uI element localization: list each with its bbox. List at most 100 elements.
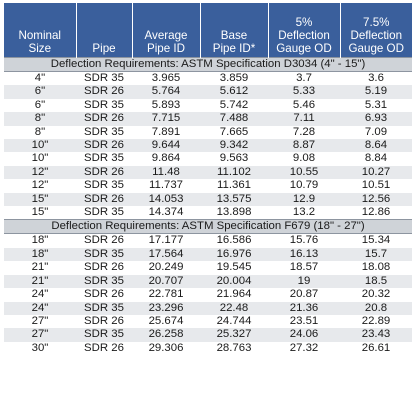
- cell-average-pipe-id: 5.893: [132, 98, 200, 113]
- cell-7-5-percent-gauge-od: 12.56: [340, 192, 412, 207]
- cell-nominal-size: 21": [4, 274, 76, 289]
- cell-5-percent-gauge-od: 23.51: [268, 314, 340, 329]
- table-row: 15" SDR 35 14.374 13.898 13.2 12.86: [4, 206, 412, 220]
- cell-nominal-size: 24": [4, 301, 76, 315]
- cell-base-pipe-id: 24.744: [200, 314, 268, 329]
- cell-7-5-percent-gauge-od: 22.89: [340, 314, 412, 329]
- cell-5-percent-gauge-od: 10.55: [268, 165, 340, 180]
- cell-pipe: SDR 35: [76, 301, 132, 315]
- table-row: 10" SDR 26 9.644 9.342 8.87 8.64: [4, 139, 412, 153]
- cell-7-5-percent-gauge-od: 18.5: [340, 274, 412, 289]
- cell-nominal-size: 15": [4, 192, 76, 207]
- cell-5-percent-gauge-od: 3.7: [268, 71, 340, 86]
- table-row: 12" SDR 26 11.48 11.102 10.55 10.27: [4, 165, 412, 180]
- cell-nominal-size: 18": [4, 233, 76, 248]
- cell-7-5-percent-gauge-od: 18.08: [340, 261, 412, 275]
- table-header: Nominal Size Pipe Average Pipe ID Base P…: [4, 3, 412, 58]
- table-row: 24" SDR 35 23.296 22.48 21.36 20.8: [4, 301, 412, 315]
- cell-nominal-size: 24": [4, 288, 76, 302]
- cell-pipe: SDR 35: [76, 206, 132, 220]
- cell-7-5-percent-gauge-od: 8.64: [340, 139, 412, 153]
- cell-base-pipe-id: 5.612: [200, 85, 268, 99]
- cell-average-pipe-id: 5.764: [132, 85, 200, 99]
- cell-5-percent-gauge-od: 18.57: [268, 261, 340, 275]
- cell-7-5-percent-gauge-od: 5.31: [340, 98, 412, 113]
- table-row: 6" SDR 26 5.764 5.612 5.33 5.19: [4, 85, 412, 99]
- cell-nominal-size: 18": [4, 247, 76, 262]
- cell-base-pipe-id: 11.102: [200, 165, 268, 180]
- table-row: 6" SDR 35 5.893 5.742 5.46 5.31: [4, 98, 412, 113]
- cell-nominal-size: 27": [4, 328, 76, 342]
- cell-average-pipe-id: 25.674: [132, 314, 200, 329]
- deflection-requirements-table: Nominal Size Pipe Average Pipe ID Base P…: [4, 3, 412, 356]
- cell-average-pipe-id: 14.053: [132, 192, 200, 207]
- table-row: 18" SDR 26 17.177 16.586 15.76 15.34: [4, 233, 412, 248]
- section-title: Deflection Requirements: ASTM Specificat…: [4, 57, 412, 72]
- cell-nominal-size: 10": [4, 152, 76, 166]
- cell-7-5-percent-gauge-od: 26.61: [340, 341, 412, 356]
- cell-average-pipe-id: 23.296: [132, 301, 200, 315]
- cell-base-pipe-id: 22.48: [200, 301, 268, 315]
- cell-average-pipe-id: 17.177: [132, 233, 200, 248]
- cell-base-pipe-id: 20.004: [200, 274, 268, 289]
- header-nominal-size: Nominal Size: [4, 3, 77, 58]
- cell-5-percent-gauge-od: 16.13: [268, 247, 340, 262]
- cell-pipe: SDR 26: [76, 288, 132, 302]
- cell-average-pipe-id: 26.258: [132, 328, 200, 342]
- cell-pipe: SDR 26: [76, 165, 132, 180]
- cell-nominal-size: 21": [4, 261, 76, 275]
- cell-7-5-percent-gauge-od: 7.09: [340, 125, 412, 140]
- table-row: 18" SDR 35 17.564 16.976 16.13 15.7: [4, 247, 412, 262]
- cell-7-5-percent-gauge-od: 20.8: [340, 301, 412, 315]
- cell-base-pipe-id: 21.964: [200, 288, 268, 302]
- cell-7-5-percent-gauge-od: 23.43: [340, 328, 412, 342]
- cell-nominal-size: 6": [4, 98, 76, 113]
- cell-5-percent-gauge-od: 9.08: [268, 152, 340, 166]
- header-base-pipe-id: Base Pipe ID*: [200, 3, 269, 58]
- cell-average-pipe-id: 14.374: [132, 206, 200, 220]
- cell-7-5-percent-gauge-od: 6.93: [340, 112, 412, 126]
- cell-base-pipe-id: 19.545: [200, 261, 268, 275]
- cell-5-percent-gauge-od: 15.76: [268, 233, 340, 248]
- cell-5-percent-gauge-od: 5.33: [268, 85, 340, 99]
- cell-pipe: SDR 26: [76, 341, 132, 356]
- cell-average-pipe-id: 22.781: [132, 288, 200, 302]
- cell-7-5-percent-gauge-od: 20.32: [340, 288, 412, 302]
- cell-base-pipe-id: 9.342: [200, 139, 268, 153]
- cell-average-pipe-id: 7.891: [132, 125, 200, 140]
- cell-base-pipe-id: 11.361: [200, 179, 268, 193]
- deflection-table-container: Nominal Size Pipe Average Pipe ID Base P…: [4, 3, 412, 356]
- cell-pipe: SDR 35: [76, 179, 132, 193]
- section-header-row: Deflection Requirements: ASTM Specificat…: [4, 219, 412, 235]
- cell-nominal-size: 6": [4, 85, 76, 99]
- cell-5-percent-gauge-od: 24.06: [268, 328, 340, 342]
- cell-pipe: SDR 35: [76, 247, 132, 262]
- cell-nominal-size: 15": [4, 206, 76, 220]
- cell-nominal-size: 30": [4, 341, 76, 356]
- cell-pipe: SDR 26: [76, 139, 132, 153]
- table-row: 21" SDR 26 20.249 19.545 18.57 18.08: [4, 261, 412, 275]
- cell-5-percent-gauge-od: 7.11: [268, 112, 340, 126]
- cell-average-pipe-id: 17.564: [132, 247, 200, 262]
- cell-5-percent-gauge-od: 10.79: [268, 179, 340, 193]
- table-row: 30" SDR 26 29.306 28.763 27.32 26.61: [4, 341, 412, 356]
- cell-base-pipe-id: 16.976: [200, 247, 268, 262]
- cell-pipe: SDR 26: [76, 233, 132, 248]
- cell-average-pipe-id: 20.249: [132, 261, 200, 275]
- cell-nominal-size: 8": [4, 125, 76, 140]
- table-row: 21" SDR 35 20.707 20.004 19 18.5: [4, 274, 412, 289]
- table-row: 8" SDR 26 7.715 7.488 7.11 6.93: [4, 112, 412, 126]
- table-row: 8" SDR 35 7.891 7.665 7.28 7.09: [4, 125, 412, 140]
- cell-5-percent-gauge-od: 21.36: [268, 301, 340, 315]
- cell-5-percent-gauge-od: 20.87: [268, 288, 340, 302]
- cell-average-pipe-id: 11.48: [132, 165, 200, 180]
- cell-average-pipe-id: 7.715: [132, 112, 200, 126]
- cell-pipe: SDR 35: [76, 125, 132, 140]
- header-pipe: Pipe: [76, 3, 133, 58]
- header-row: Nominal Size Pipe Average Pipe ID Base P…: [4, 3, 412, 58]
- table-row: 27" SDR 35 26.258 25.327 24.06 23.43: [4, 328, 412, 342]
- cell-base-pipe-id: 7.665: [200, 125, 268, 140]
- cell-base-pipe-id: 16.586: [200, 233, 268, 248]
- cell-base-pipe-id: 28.763: [200, 341, 268, 356]
- cell-nominal-size: 8": [4, 112, 76, 126]
